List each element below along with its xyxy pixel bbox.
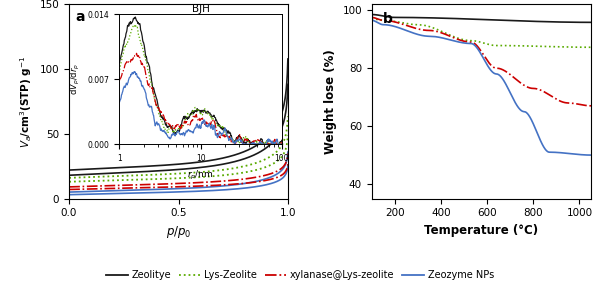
X-axis label: Temperature (°C): Temperature (°C) [424, 224, 538, 237]
X-axis label: $p/p_0$: $p/p_0$ [166, 224, 191, 240]
Text: b: b [383, 12, 392, 26]
Text: a: a [76, 10, 85, 24]
Legend: Zeolitye, Lys-Zeolite, xylanase@Lys-zeolite, Zeozyme NPs: Zeolitye, Lys-Zeolite, xylanase@Lys-zeol… [102, 266, 498, 284]
Y-axis label: Weight lose (%): Weight lose (%) [324, 49, 337, 154]
Y-axis label: $V_a$/cm$^3$(STP) g$^{-1}$: $V_a$/cm$^3$(STP) g$^{-1}$ [18, 55, 34, 148]
